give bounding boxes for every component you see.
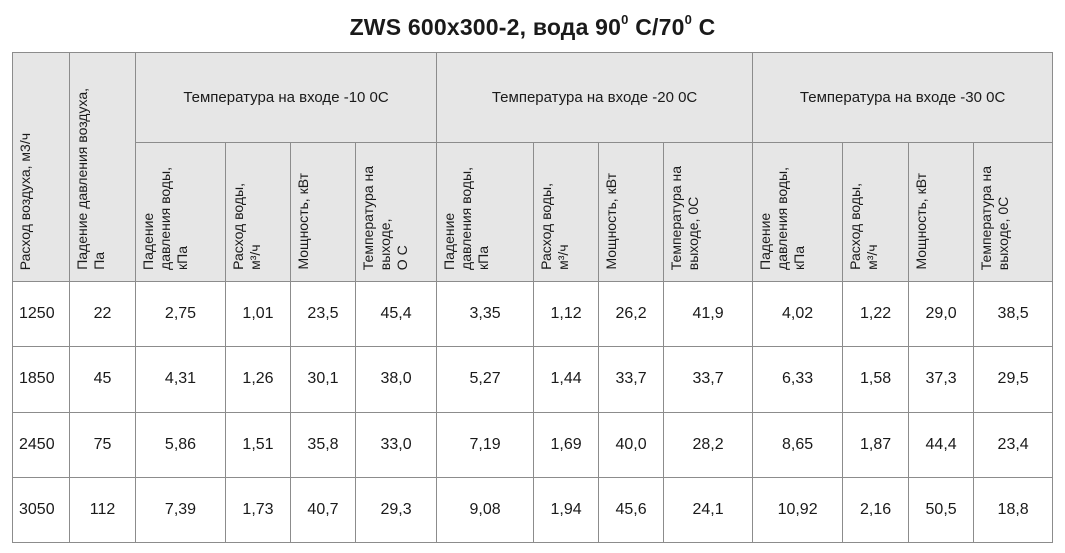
header-water-flow-3: Расход воды, м³/ч (842, 142, 910, 282)
table-cell: 26,2 (598, 280, 665, 348)
table-cell: 37,3 (908, 346, 975, 413)
table-cell: 28,2 (663, 411, 754, 478)
title-text-mid: C/70 (628, 14, 685, 40)
header-group-minus10: Температура на входе -10 0С (134, 51, 438, 144)
cell-air-flow: 3050 (12, 476, 70, 544)
table-cell: 9,08 (436, 476, 535, 544)
table-cell: 40,7 (290, 476, 356, 544)
cell-air-pressure-drop: 45 (69, 346, 136, 413)
table-cell: 1,44 (533, 346, 600, 413)
cell-air-pressure-drop: 75 (69, 411, 136, 478)
table-cell: 6,33 (752, 346, 844, 413)
table-cell: 4,31 (135, 346, 226, 413)
table-cell: 35,8 (290, 411, 356, 478)
table-cell: 38,5 (973, 280, 1054, 348)
header-power-1-label: Мощность, кВт (295, 173, 311, 270)
cell-air-flow: 1850 (12, 346, 70, 413)
title-degree-1: 0 (621, 12, 629, 27)
header-power-2: Мощность, кВт (598, 142, 665, 282)
header-power-3: Мощность, кВт (908, 142, 975, 282)
table-cell: 2,75 (135, 280, 226, 348)
header-group-minus20: Температура на входе -20 0С (436, 51, 754, 144)
table-cell: 45,6 (598, 476, 665, 544)
header-outlet-temp-1-label: Температура на выходе, О С (360, 165, 410, 270)
table-cell: 40,0 (598, 411, 665, 478)
page-title: ZWS 600x300-2, вода 900 C/700 C (0, 12, 1065, 41)
table-cell: 1,87 (842, 411, 910, 478)
table-cell: 29,5 (973, 346, 1054, 413)
table-cell: 7,19 (436, 411, 535, 478)
table-row: 1250 22 2,75 1,01 23,5 45,4 3,35 1,12 26… (12, 280, 1054, 348)
table-cell: 4,02 (752, 280, 844, 348)
table-cell: 23,5 (290, 280, 356, 348)
table-cell: 1,01 (225, 280, 291, 348)
cell-air-flow: 1250 (12, 280, 70, 348)
table-cell: 24,1 (663, 476, 754, 544)
title-text-end: C (692, 14, 716, 40)
header-power-3-label: Мощность, кВт (913, 173, 930, 270)
table-cell: 2,16 (842, 476, 910, 544)
cell-air-flow: 2450 (12, 411, 70, 478)
header-outlet-temp-2: Температура на выходе, 0С (663, 142, 754, 282)
table-cell: 45,4 (354, 280, 438, 348)
cell-air-pressure-drop: 22 (69, 280, 136, 348)
header-water-pressure-drop-3-label: Падение давления воды, кПа (757, 167, 808, 270)
header-power-1: Мощность, кВт (290, 142, 356, 282)
header-group-minus30: Температура на входе -30 0С (752, 51, 1054, 144)
table-cell: 29,0 (908, 280, 975, 348)
table-cell: 41,9 (663, 280, 754, 348)
table-cell: 1,26 (225, 346, 291, 413)
header-water-flow-1-label: Расход воды, м³/ч (230, 183, 263, 270)
header-outlet-temp-3: Температура на выходе, 0С (973, 142, 1054, 282)
table-cell: 1,73 (225, 476, 291, 544)
table-cell: 5,27 (436, 346, 535, 413)
table-cell: 18,8 (973, 476, 1054, 544)
table-row: 3050 112 7,39 1,73 40,7 29,3 9,08 1,94 4… (12, 476, 1054, 544)
header-water-flow-2-label: Расход воды, м³/ч (538, 183, 572, 270)
table-cell: 1,12 (533, 280, 600, 348)
header-water-flow-1: Расход воды, м³/ч (225, 142, 291, 282)
table-cell: 5,86 (135, 411, 226, 478)
header-water-pressure-drop-3: Падение давления воды, кПа (752, 142, 844, 282)
header-outlet-temp-1: Температура на выходе, О С (354, 142, 438, 282)
header-water-pressure-drop-1: Падение давления воды, кПа (135, 142, 226, 282)
header-water-flow-3-label: Расход воды, м³/ч (847, 183, 881, 270)
table-cell: 23,4 (973, 411, 1054, 478)
table-cell: 8,65 (752, 411, 844, 478)
header-air-flow-label: Расход воздуха, м3/ч (17, 132, 33, 270)
header-outlet-temp-3-label: Температура на выходе, 0С (978, 165, 1012, 270)
header-air-pressure-drop: Падение давления воздуха, Па (69, 52, 136, 282)
table-cell: 1,51 (225, 411, 291, 478)
table-cell: 33,7 (598, 346, 665, 413)
table-cell: 1,69 (533, 411, 600, 478)
table-cell: 3,35 (436, 280, 535, 348)
header-power-2-label: Мощность, кВт (603, 173, 620, 270)
header-water-pressure-drop-1-label: Падение давления воды, кПа (140, 167, 190, 270)
table-row: 2450 75 5,86 1,51 35,8 33,0 7,19 1,69 40… (12, 411, 1054, 478)
title-degree-2: 0 (684, 12, 693, 27)
table-cell: 7,39 (135, 476, 226, 544)
table-cell: 10,92 (752, 476, 844, 544)
header-water-pressure-drop-2-label: Падение давления воды, кПа (441, 167, 492, 270)
table-cell: 1,94 (533, 476, 600, 544)
table-cell: 44,4 (908, 411, 975, 478)
header-water-flow-2: Расход воды, м³/ч (533, 142, 600, 282)
cell-air-pressure-drop: 112 (69, 476, 136, 544)
header-air-flow: Расход воздуха, м3/ч (12, 52, 70, 282)
table-cell: 33,7 (663, 346, 754, 413)
header-air-pressure-drop-label: Падение давления воздуха, Па (74, 88, 107, 270)
table-cell: 38,0 (354, 346, 438, 413)
table-cell: 1,58 (842, 346, 910, 413)
table-cell: 30,1 (290, 346, 356, 413)
table-cell: 33,0 (354, 411, 438, 478)
header-water-pressure-drop-2: Падение давления воды, кПа (436, 142, 535, 282)
table-cell: 50,5 (908, 476, 975, 544)
title-text: ZWS 600x300-2, вода 90 (349, 14, 622, 40)
header-outlet-temp-2-label: Температура на выходе, 0С (668, 165, 702, 270)
table-cell: 29,3 (354, 476, 438, 544)
table-cell: 1,22 (842, 280, 910, 348)
table-row: 1850 45 4,31 1,26 30,1 38,0 5,27 1,44 33… (12, 346, 1054, 413)
performance-table: Расход воздуха, м3/ч Падение давления во… (12, 51, 1054, 544)
